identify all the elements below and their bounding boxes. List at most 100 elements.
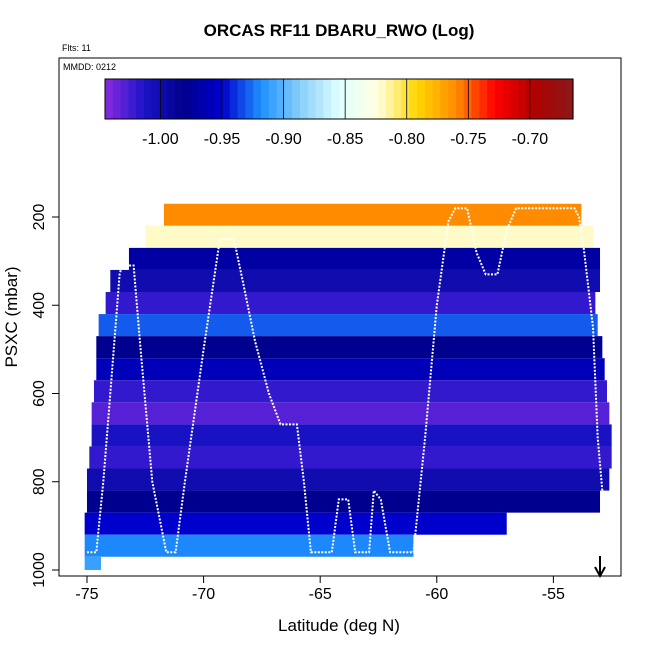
colorbar-swatch-3: [128, 79, 137, 119]
colorbar-swatch-1: [112, 79, 122, 119]
colorbar-swatch-18: [245, 79, 254, 119]
colorbar-swatch-20: [261, 79, 270, 119]
heatmap-band-1: [145, 225, 594, 248]
heatmap-band-11: [89, 446, 612, 469]
colorbar-swatch-55: [534, 79, 543, 119]
colorbar-swatch-14: [214, 79, 223, 119]
colorbar-swatch-29: [331, 79, 340, 119]
y-tick-label-1: 400: [31, 292, 48, 319]
x-tick-label-4: -55: [542, 586, 565, 603]
colorbar-swatch-59: [565, 79, 574, 119]
colorbar-swatch-28: [323, 79, 332, 119]
colorbar-swatch-25: [300, 79, 309, 119]
colorbar-swatch-2: [120, 79, 129, 119]
heatmap-layer: [84, 203, 612, 570]
colorbar-swatch-37: [393, 79, 402, 119]
heatmap-band-0: [163, 203, 582, 226]
y-tick-label-3: 800: [31, 468, 48, 495]
colorbar-tick-label-1: -0.95: [204, 131, 241, 148]
colorbar-swatch-26: [307, 79, 317, 119]
colorbar-swatch-6: [151, 79, 161, 119]
heatmap-band-12: [86, 468, 610, 491]
colorbar-swatch-13: [206, 79, 215, 119]
colorbar-swatch-49: [487, 79, 496, 119]
x-tick-label-1: -70: [192, 586, 215, 603]
colorbar-swatch-34: [370, 79, 379, 119]
flight-track-line: [87, 207, 604, 554]
colorbar-swatch-31: [346, 79, 356, 119]
heatmap-band-2: [128, 247, 601, 270]
colorbar-swatch-51: [502, 79, 512, 119]
colorbar-tick-label-6: -0.70: [512, 131, 549, 148]
colorbar-swatch-4: [136, 79, 145, 119]
colorbar-swatch-5: [144, 79, 153, 119]
colorbar-swatch-38: [401, 79, 410, 119]
heatmap-band-3: [110, 269, 601, 293]
colorbar: -1.00 -0.95 -0.90 -0.85 -0.80 -0.75 -0.70: [104, 78, 574, 148]
colorbar-swatch-7: [159, 79, 168, 119]
colorbar-swatch-19: [253, 79, 262, 119]
colorbar-swatch-50: [495, 79, 504, 119]
colorbar-swatch-48: [479, 79, 488, 119]
heatmap-band-7: [96, 358, 605, 381]
colorbar-swatch-21: [268, 79, 278, 119]
colorbar-swatch-23: [284, 79, 293, 119]
colorbar-swatch-24: [292, 79, 301, 119]
heatmap-band-16: [84, 556, 101, 570]
date-note: MMDD: 0212: [63, 62, 116, 72]
colorbar-swatch-12: [198, 79, 207, 119]
x-tick-label-2: -65: [309, 586, 332, 603]
colorbar-swatch-56: [541, 79, 551, 119]
colorbar-swatch-30: [339, 79, 348, 119]
flight-track-layer: [87, 207, 604, 554]
colorbar-swatch-57: [549, 79, 558, 119]
y-tick-label-2: 600: [31, 380, 48, 407]
colorbar-tick-label-4: -0.80: [389, 131, 426, 148]
heatmap-band-9: [91, 402, 610, 425]
heatmap-band-6: [96, 336, 603, 359]
colorbar-swatch-10: [183, 79, 192, 119]
colorbar-swatch-43: [440, 79, 449, 119]
colorbar-swatch-41: [424, 79, 434, 119]
colorbar-swatch-52: [510, 79, 519, 119]
colorbar-swatch-53: [518, 79, 527, 119]
plot-frame: [58, 57, 622, 577]
colorbar-swatch-39: [409, 79, 418, 119]
colorbar-tick-label-5: -0.75: [450, 131, 487, 148]
y-axis: 200 400 600 800 1000: [31, 204, 59, 588]
heatmap-band-5: [98, 314, 598, 337]
colorbar-swatch-54: [526, 79, 535, 119]
colorbar-swatch-40: [417, 79, 426, 119]
heatmap-band-4: [105, 292, 596, 315]
colorbar-tick-label-2: -0.90: [265, 131, 302, 148]
chart-title: ORCAS RF11 DBARU_RWO (Log): [204, 21, 475, 40]
colorbar-swatch-22: [276, 79, 285, 119]
end-marker: [594, 556, 606, 579]
heatmap-band-13: [86, 490, 601, 513]
y-axis-label: PSXC (mbar): [2, 266, 21, 367]
colorbar-swatch-45: [456, 79, 465, 119]
colorbar-swatch-33: [362, 79, 371, 119]
x-tick-label-0: -75: [75, 586, 98, 603]
heatmap-band-15: [84, 534, 414, 557]
x-axis-label: Latitude (deg N): [278, 616, 400, 635]
colorbar-swatch-15: [222, 79, 231, 119]
colorbar-swatch-47: [471, 79, 480, 119]
heatmap-band-8: [93, 380, 608, 403]
colorbar-swatch-32: [354, 79, 363, 119]
colorbar-swatch-8: [167, 79, 176, 119]
y-tick-label-0: 200: [31, 204, 48, 231]
colorbar-swatch-58: [557, 79, 566, 119]
colorbar-swatch-11: [190, 79, 200, 119]
x-axis: -75 -70 -65 -60 -55: [75, 576, 565, 603]
arrow-head: [594, 566, 606, 579]
heatmap-band-14: [84, 512, 507, 535]
colorbar-swatch-35: [378, 79, 387, 119]
colorbar-tick-label-0: -1.00: [142, 131, 179, 148]
colorbar-swatch-27: [315, 79, 324, 119]
flights-note: Flts: 11: [62, 43, 91, 53]
colorbar-swatch-44: [448, 79, 457, 119]
colorbar-swatch-42: [432, 79, 441, 119]
heatmap-band-10: [91, 424, 612, 447]
